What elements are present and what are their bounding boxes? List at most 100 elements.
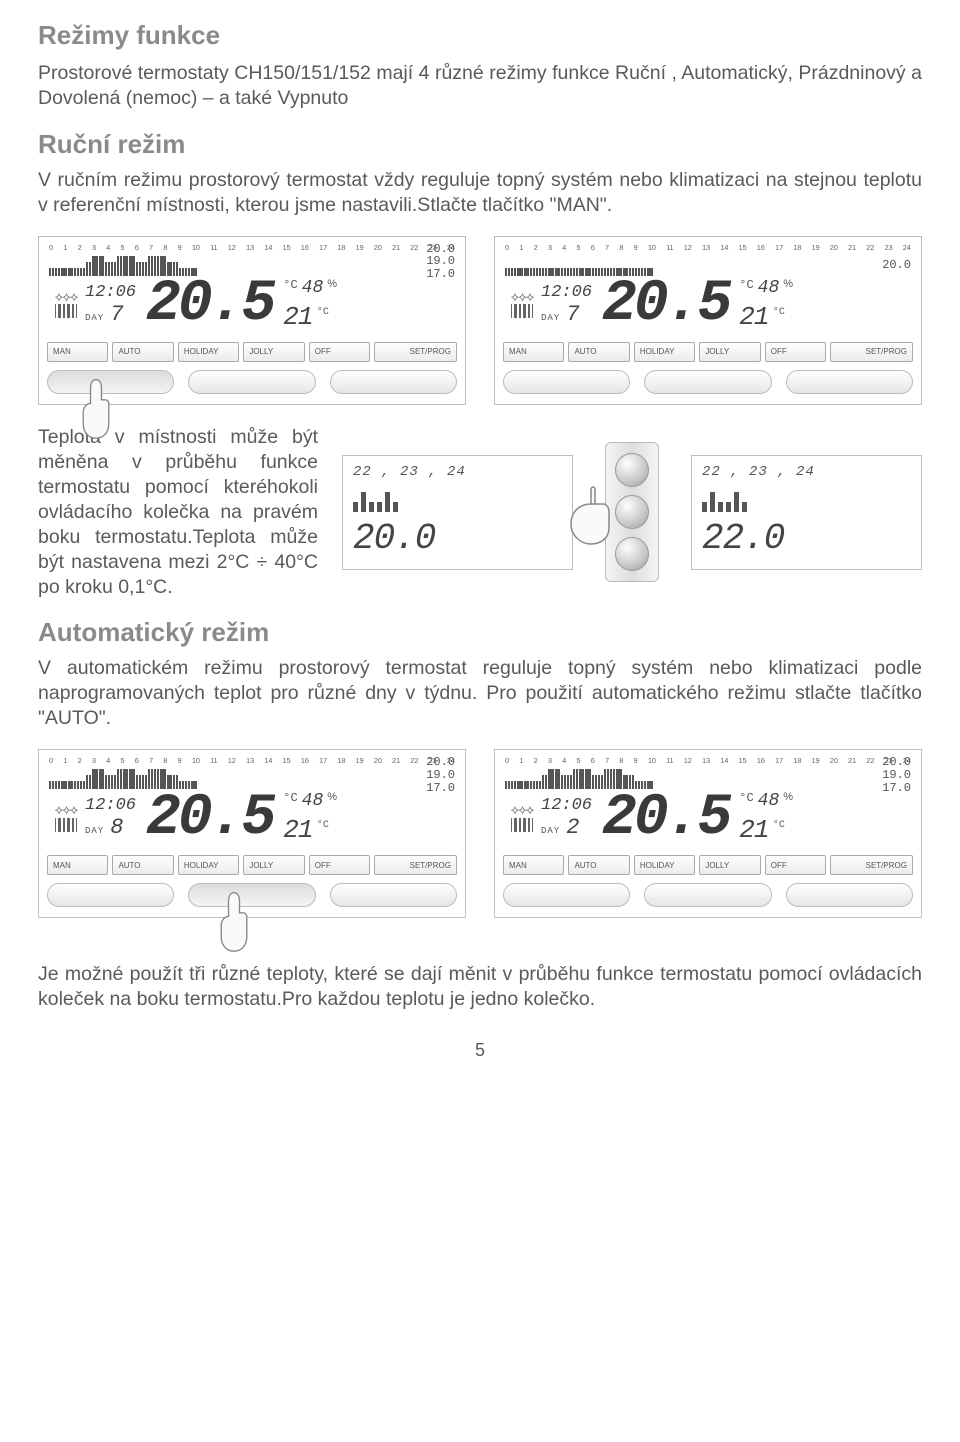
ruler-numbers: 0123456789101112131415161718192021222324 (503, 756, 913, 765)
mini-display-before: 22 , 23 , 24 20.0 (342, 455, 573, 570)
time-day-block: 12:06 DAY 2 (541, 796, 592, 840)
units-stack: °C 48 % 21 °C (283, 791, 337, 845)
man-button[interactable]: MAN (503, 855, 564, 875)
clock-time: 12:06 (85, 283, 136, 302)
humidity-value: 48 (302, 791, 324, 811)
set-degree: °C (317, 820, 329, 831)
pill-button-2[interactable] (644, 370, 771, 394)
mini-bars (702, 488, 911, 512)
auto-thermostat-row: 0123456789101112131415161718192021222324… (38, 749, 922, 918)
side-setpoints: 20.0 19.0 17.0 (882, 756, 911, 794)
setpoint-2: 19.0 (882, 769, 911, 782)
pill-button-1[interactable] (503, 883, 630, 907)
time-day-block: 12:06 DAY 7 (85, 283, 136, 327)
heating-icon: ⟡⟡⟡ (53, 292, 79, 318)
man-button[interactable]: MAN (47, 855, 108, 875)
clock-time: 12:06 (541, 796, 592, 815)
hand-turn-icon (563, 484, 627, 548)
day-number: 7 (110, 302, 123, 327)
man-button[interactable]: MAN (47, 342, 108, 362)
clock-time: 12:06 (541, 283, 592, 302)
pill-button-1[interactable] (47, 883, 174, 907)
holiday-button[interactable]: HOLIDAY (634, 855, 695, 875)
set-temperature: 21 (283, 815, 312, 845)
lcd-main-row: ⟡⟡⟡ 12:06 DAY 7 20.5 °C 48 % 21 °C (503, 276, 913, 336)
side-setpoints: 20.0 19.0 17.0 (426, 243, 455, 281)
pill-button-3[interactable] (330, 883, 457, 907)
pill-button-1[interactable] (47, 370, 174, 394)
pill-button-2[interactable] (188, 883, 315, 907)
humidity-value: 48 (758, 791, 780, 811)
heating-icon: ⟡⟡⟡ (53, 805, 79, 831)
heating-icon: ⟡⟡⟡ (509, 805, 535, 831)
room-temperature: 20.5 (602, 794, 729, 843)
pill-button-3[interactable] (330, 370, 457, 394)
mode-button-row: MAN AUTO HOLIDAY JOLLY OFF SET/PROG (47, 342, 457, 362)
set-temperature: 21 (283, 302, 312, 332)
thermostat-manual-left: 0123456789101112131415161718192021222324… (38, 236, 466, 405)
setprog-button[interactable]: SET/PROG (830, 342, 913, 362)
set-degree: °C (773, 820, 785, 831)
pill-button-2[interactable] (644, 883, 771, 907)
setpoint-3: 17.0 (426, 268, 455, 281)
units-stack: °C 48 % 21 °C (739, 791, 793, 845)
units-stack: °C 48 % 21 °C (739, 278, 793, 332)
time-day-block: 12:06 DAY 7 (541, 283, 592, 327)
day-number: 2 (566, 815, 579, 840)
man-button[interactable]: MAN (503, 342, 564, 362)
intro-paragraph: Prostorové termostaty CH150/151/152 mají… (38, 61, 922, 111)
holiday-button[interactable]: HOLIDAY (634, 342, 695, 362)
pill-button-2[interactable] (188, 370, 315, 394)
pill-button-3[interactable] (786, 370, 913, 394)
auto-button[interactable]: AUTO (112, 855, 173, 875)
day-label: DAY (541, 826, 560, 836)
mini-bars (353, 488, 562, 512)
heading-manual: Ruční režim (38, 129, 922, 160)
physical-button-row (47, 370, 457, 394)
physical-button-row (503, 883, 913, 907)
mini-display-after: 22 , 23 , 24 22.0 (691, 455, 922, 570)
mini-temperature: 22.0 (702, 518, 911, 559)
jolly-button[interactable]: JOLLY (699, 342, 760, 362)
lcd-main-row: ⟡⟡⟡ 12:06 DAY 7 20.5 °C 48 % 21 °C (47, 276, 457, 336)
jolly-button[interactable]: JOLLY (699, 855, 760, 875)
bottom-paragraph: Je možné použít tři různé teploty, které… (38, 962, 922, 1012)
dial-knob-1[interactable] (615, 453, 649, 487)
jolly-button[interactable]: JOLLY (243, 855, 304, 875)
day-label: DAY (85, 313, 104, 323)
off-button[interactable]: OFF (765, 342, 826, 362)
holiday-button[interactable]: HOLIDAY (178, 855, 239, 875)
auto-button[interactable]: AUTO (568, 342, 629, 362)
holiday-button[interactable]: HOLIDAY (178, 342, 239, 362)
thermostat-auto-left: 0123456789101112131415161718192021222324… (38, 749, 466, 918)
pill-button-1[interactable] (503, 370, 630, 394)
manual-thermostat-row: 0123456789101112131415161718192021222324… (38, 236, 922, 405)
percent-icon: % (327, 278, 337, 290)
setpoint-2: 19.0 (426, 769, 455, 782)
mini-temperature: 20.0 (353, 518, 562, 559)
ruler-numbers: 0123456789101112131415161718192021222324 (503, 243, 913, 252)
setprog-button[interactable]: SET/PROG (830, 855, 913, 875)
manual-paragraph: V ručním režimu prostorový termostat vžd… (38, 168, 922, 218)
heating-icon: ⟡⟡⟡ (509, 292, 535, 318)
pill-button-3[interactable] (786, 883, 913, 907)
side-setpoints: 20.0 (882, 259, 911, 272)
setprog-button[interactable]: SET/PROG (374, 342, 457, 362)
degree-c: °C (283, 278, 297, 292)
setpoint-3: 17.0 (426, 782, 455, 795)
off-button[interactable]: OFF (765, 855, 826, 875)
auto-button[interactable]: AUTO (568, 855, 629, 875)
room-temperature: 20.5 (146, 280, 273, 329)
physical-button-row (47, 883, 457, 907)
auto-paragraph: V automatickém režimu prostorový termost… (38, 656, 922, 731)
set-degree: °C (317, 307, 329, 318)
mini-hour-labels: 22 , 23 , 24 (353, 464, 562, 480)
auto-button[interactable]: AUTO (112, 342, 173, 362)
thermostat-auto-right: 0123456789101112131415161718192021222324… (494, 749, 922, 918)
setprog-button[interactable]: SET/PROG (374, 855, 457, 875)
off-button[interactable]: OFF (309, 342, 370, 362)
time-day-block: 12:06 DAY 8 (85, 796, 136, 840)
jolly-button[interactable]: JOLLY (243, 342, 304, 362)
units-stack: °C 48 % 21 °C (283, 278, 337, 332)
off-button[interactable]: OFF (309, 855, 370, 875)
